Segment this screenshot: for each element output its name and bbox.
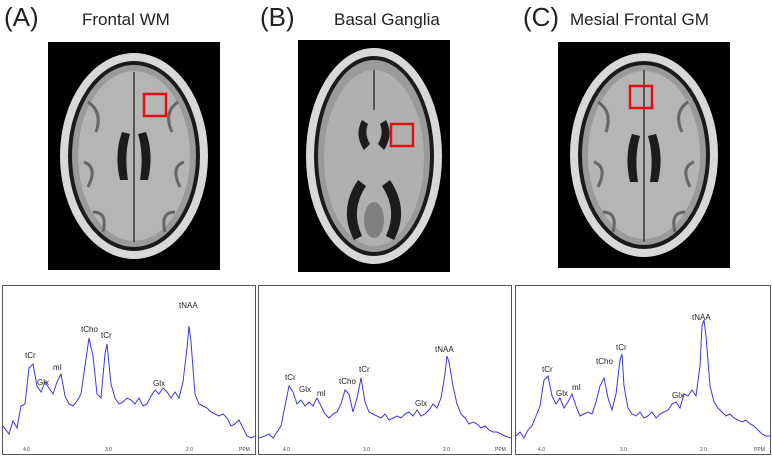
roi-box xyxy=(389,122,415,148)
spectrum-mesial-frontal-gm: tCr Glx mI tCho tCr Glx tNAA 4.0 3.0 2.0… xyxy=(515,285,771,455)
tick-label-ppm: PPM xyxy=(754,447,765,453)
peak-label-glx-2: Glx xyxy=(672,391,684,400)
peak-label-tcr: tCr xyxy=(542,365,553,374)
peak-label-tcr: tCr xyxy=(285,373,296,382)
tick-label-3: 3.0 xyxy=(105,447,112,453)
spectrum-basal-ganglia: tCr Glx mI tCho tCr Glx tNAA 4.0 3.0 2.0… xyxy=(258,285,512,455)
peak-label-tcr-2: tCr xyxy=(359,365,370,374)
spectrum-line xyxy=(516,319,770,439)
peak-label-tnaa: tNAA xyxy=(435,345,454,354)
tick-label-ppm: PPM xyxy=(239,447,250,453)
tick-label-4: 4.0 xyxy=(23,447,30,453)
tick-label-ppm: PPM xyxy=(495,447,506,453)
peak-label-tnaa: tNAA xyxy=(692,313,711,322)
tick-label-3: 3.0 xyxy=(363,447,370,453)
mri-image-frontal-wm xyxy=(48,42,220,270)
peak-label-tcho: tCho xyxy=(339,377,356,386)
tick-label-2: 2.0 xyxy=(186,447,193,453)
peak-label-tcho: tCho xyxy=(596,357,613,366)
peak-label-tcr-2: tCr xyxy=(616,343,627,352)
panel-b-letter: (B) xyxy=(260,2,295,32)
panel-a-letter: (A) xyxy=(4,2,39,32)
peak-label-tcr: tCr xyxy=(25,351,36,360)
spectrum-line xyxy=(3,325,255,439)
panel-c-letter: (C) xyxy=(523,2,560,32)
peak-label-glx: Glx xyxy=(556,389,568,398)
peak-label-mi: mI xyxy=(53,363,62,372)
tick-label-3: 3.0 xyxy=(620,447,627,453)
roi-box xyxy=(628,84,654,110)
spectrum-line xyxy=(259,355,511,439)
roi-box xyxy=(142,92,168,118)
peak-label-tnaa: tNAA xyxy=(179,301,198,310)
peak-label-mi: mI xyxy=(572,383,581,392)
mri-image-basal-ganglia xyxy=(298,40,450,272)
peak-label-tcho: tCho xyxy=(81,325,98,334)
tick-label-4: 4.0 xyxy=(283,447,290,453)
tick-label-2: 2.0 xyxy=(700,447,707,453)
tick-label-4: 4.0 xyxy=(538,447,545,453)
mri-image-mesial-frontal-gm xyxy=(558,42,730,268)
tick-label-2: 2.0 xyxy=(443,447,450,453)
peak-label-glx-2: Glx xyxy=(415,399,427,408)
peak-label-glx: Glx xyxy=(37,378,49,387)
panel-b-title: Basal Ganglia xyxy=(334,10,440,29)
peak-label-glx-2: Glx xyxy=(153,379,165,388)
spectrum-frontal-wm: tCr Glx mI tCho tCr Glx tNAA 4.0 3.0 2.0… xyxy=(2,285,256,455)
panel-a-title: Frontal WM xyxy=(82,10,170,29)
peak-label-tcr-2: tCr xyxy=(101,331,112,340)
panel-c-title: Mesial Frontal GM xyxy=(570,10,709,29)
peak-label-glx: Glx xyxy=(299,385,311,394)
peak-label-mi: mI xyxy=(317,389,326,398)
